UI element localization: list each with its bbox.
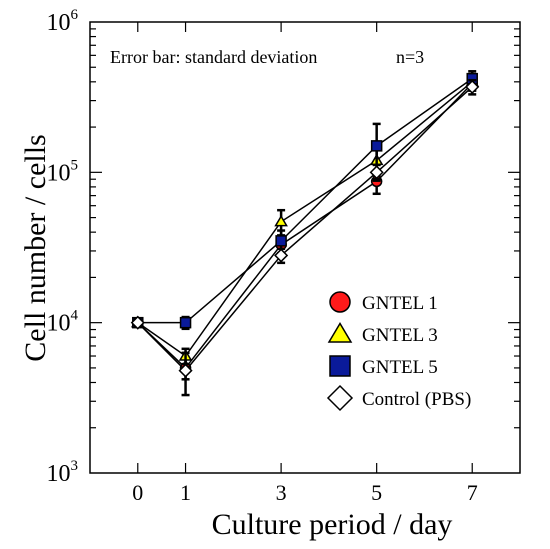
data-point [178,363,193,378]
legend: GNTEL 1 GNTEL 3 GNTEL 5 Control (PBS) [326,291,471,412]
data-point [275,235,287,247]
data-point [179,316,192,329]
series-layer [130,70,480,397]
y-tick-label: 104 [47,308,79,337]
legend-label: GNTEL 5 [362,357,438,378]
data-point [130,315,145,330]
x-tick-label: 5 [371,480,382,505]
series-line [137,78,473,324]
data-point [369,165,384,180]
data-point [465,79,480,94]
series-line [137,81,473,358]
data-point [274,248,289,263]
plot-frame [89,21,521,474]
data-point [370,140,383,152]
x-axis-label: Culture period / day [212,508,453,541]
legend-marker [326,384,354,412]
y-tick-label: 103 [47,458,79,487]
series-3 [130,78,480,397]
plot-area: 103 104 105 106 0 1 3 5 7 [47,7,521,505]
x-tick-label: 3 [276,480,287,505]
x-tick-label: 1 [180,480,191,505]
y-tick-label: 105 [47,157,79,186]
legend-label: Control (PBS) [362,389,471,410]
y-axis-label: Cell number / cells [19,134,52,361]
legend-label: GNTEL 1 [362,293,438,314]
x-tick-label: 7 [467,480,478,505]
legend-marker [329,291,351,313]
legend-marker [327,322,353,343]
x-tick-label: 0 [132,480,143,505]
y-tick-label: 106 [47,7,79,36]
annotation-n: n=3 [396,47,424,67]
series-2 [132,70,478,331]
data-point [274,214,288,227]
legend-marker [329,355,351,377]
legend-label: GNTEL 3 [362,325,438,346]
annotation-text: Error bar: standard deviation [110,47,317,67]
